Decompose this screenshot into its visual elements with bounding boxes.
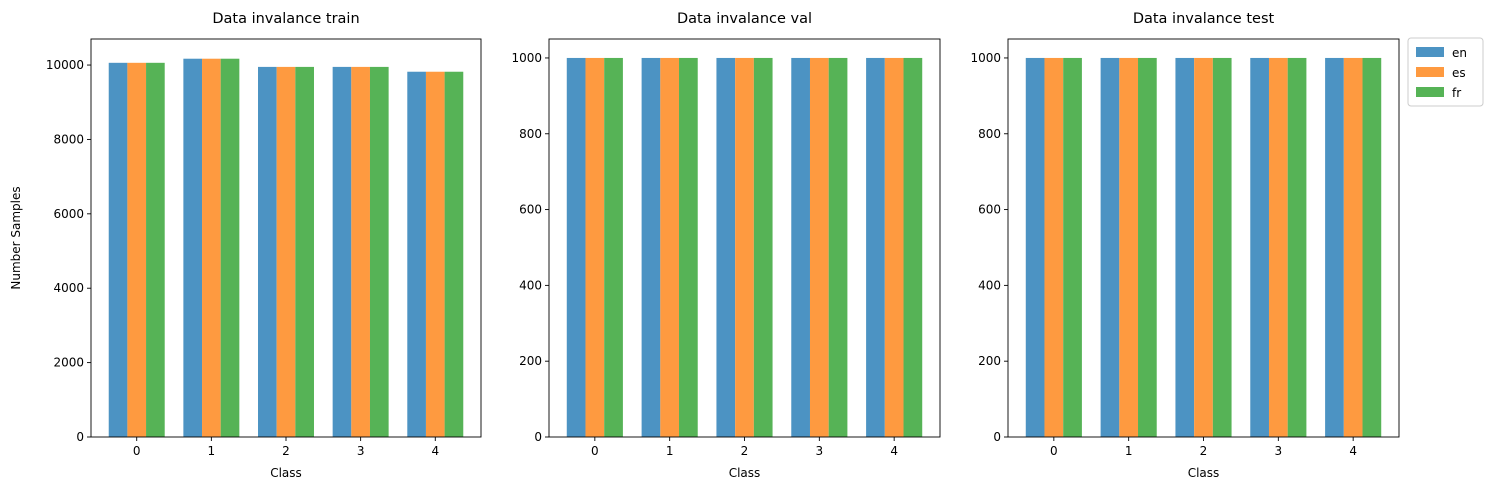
y-tick-label: 1000 xyxy=(511,51,542,65)
bar-en-class-4 xyxy=(407,71,426,437)
bar-es-class-2 xyxy=(276,66,296,438)
bar-en-class-3 xyxy=(791,57,810,437)
y-tick-label: 4000 xyxy=(53,281,84,295)
bar-fr-class-2 xyxy=(1212,57,1232,437)
bar-en-class-2 xyxy=(716,57,736,437)
bar-es-class-4 xyxy=(1343,57,1363,437)
chart-title: Data invalance train xyxy=(212,11,359,27)
y-tick-label: 8000 xyxy=(53,132,84,146)
y-tick-label: 0 xyxy=(534,430,542,444)
bar-en-class-1 xyxy=(641,57,661,437)
x-tick-label: 3 xyxy=(1275,444,1283,458)
bar-fr-class-2 xyxy=(753,57,773,437)
bar-es-class-2 xyxy=(1194,57,1213,437)
x-tick-label: 2 xyxy=(1200,444,1208,458)
y-tick-label: 1000 xyxy=(970,51,1001,65)
x-axis-label: Class xyxy=(270,466,302,480)
bar-es-class-3 xyxy=(809,57,829,437)
x-tick-label: 2 xyxy=(282,444,290,458)
bar-fr-class-0 xyxy=(604,57,623,437)
bar-en-class-2 xyxy=(1175,57,1195,437)
legend-label-fr: fr xyxy=(1452,86,1461,100)
bar-fr-class-4 xyxy=(444,71,464,437)
bar-fr-class-0 xyxy=(1063,57,1082,437)
x-tick-label: 3 xyxy=(816,444,824,458)
x-tick-label: 4 xyxy=(890,444,898,458)
bar-en-class-4 xyxy=(866,57,885,437)
bar-en-class-0 xyxy=(566,57,586,437)
bar-es-class-0 xyxy=(1044,57,1064,437)
y-tick-label: 2000 xyxy=(53,356,84,370)
x-axis-label: Class xyxy=(729,466,761,480)
y-tick-label: 0 xyxy=(76,430,84,444)
bar-fr-class-1 xyxy=(1138,57,1157,437)
bar-es-class-3 xyxy=(1268,57,1288,437)
bar-es-class-0 xyxy=(585,57,605,437)
y-axis-label: Number Samples xyxy=(9,186,23,289)
bar-en-class-2 xyxy=(258,66,277,438)
y-tick-label: 800 xyxy=(519,127,542,141)
bar-fr-class-1 xyxy=(679,57,698,437)
legend-label-es: es xyxy=(1452,66,1466,80)
bar-en-class-1 xyxy=(1100,57,1120,437)
x-tick-label: 2 xyxy=(741,444,749,458)
x-tick-label: 1 xyxy=(208,444,216,458)
x-tick-label: 1 xyxy=(1125,444,1133,458)
x-axis-label: Class xyxy=(1188,466,1220,480)
chart-title: Data invalance test xyxy=(1133,11,1275,27)
y-tick-label: 0 xyxy=(993,430,1001,444)
bar-es-class-1 xyxy=(202,58,221,438)
bar-en-class-3 xyxy=(332,66,352,438)
bar-fr-class-4 xyxy=(903,57,923,437)
bar-fr-class-2 xyxy=(295,66,314,438)
bar-es-class-1 xyxy=(1119,57,1139,437)
bar-es-class-3 xyxy=(351,66,370,438)
y-tick-label: 200 xyxy=(978,354,1001,368)
x-tick-label: 0 xyxy=(133,444,141,458)
bar-en-class-0 xyxy=(108,62,128,438)
bar-en-class-0 xyxy=(1025,57,1045,437)
y-tick-label: 600 xyxy=(978,203,1001,217)
bar-fr-class-3 xyxy=(369,66,389,438)
y-tick-label: 6000 xyxy=(53,207,84,221)
bar-es-class-1 xyxy=(660,57,680,437)
bar-es-class-2 xyxy=(735,57,754,437)
bar-fr-class-0 xyxy=(146,62,165,438)
y-tick-label: 400 xyxy=(519,278,542,292)
bar-es-class-0 xyxy=(127,62,147,438)
legend-label-en: en xyxy=(1452,46,1467,60)
bar-es-class-4 xyxy=(425,71,445,437)
bar-es-class-4 xyxy=(884,57,904,437)
bar-fr-class-3 xyxy=(828,57,848,437)
bar-fr-class-4 xyxy=(1362,57,1382,437)
y-tick-label: 400 xyxy=(978,278,1001,292)
y-tick-label: 600 xyxy=(519,203,542,217)
bar-en-class-3 xyxy=(1250,57,1269,437)
x-tick-label: 0 xyxy=(591,444,599,458)
bar-fr-class-1 xyxy=(220,58,240,438)
y-tick-label: 800 xyxy=(978,127,1001,141)
y-tick-label: 10000 xyxy=(46,58,84,72)
x-tick-label: 4 xyxy=(431,444,439,458)
y-tick-label: 200 xyxy=(519,354,542,368)
legend-swatch-fr xyxy=(1416,87,1444,97)
chart-title: Data invalance val xyxy=(677,11,812,27)
x-tick-label: 1 xyxy=(666,444,674,458)
x-tick-label: 3 xyxy=(357,444,365,458)
x-tick-label: 4 xyxy=(1349,444,1357,458)
x-tick-label: 0 xyxy=(1050,444,1058,458)
legend-swatch-es xyxy=(1416,67,1444,77)
bar-en-class-1 xyxy=(183,58,203,438)
bar-fr-class-3 xyxy=(1287,57,1307,437)
bar-en-class-4 xyxy=(1325,57,1344,437)
legend-swatch-en xyxy=(1416,47,1444,57)
